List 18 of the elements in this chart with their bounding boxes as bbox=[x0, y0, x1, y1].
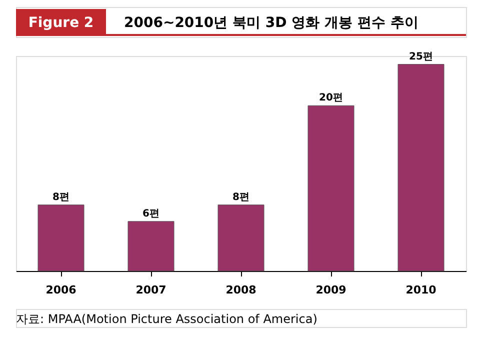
bar bbox=[308, 105, 354, 272]
x-tick-label: 2008 bbox=[226, 284, 256, 296]
x-tick-label: 2010 bbox=[406, 284, 437, 296]
x-tick-label: 2007 bbox=[136, 284, 166, 296]
bar bbox=[38, 204, 84, 272]
text: 자료: MPAA(Motion Picture Association of America) bbox=[16, 312, 318, 326]
data-label: 20편 bbox=[319, 92, 343, 104]
data-label: 6편 bbox=[142, 208, 160, 220]
data-label: 8편 bbox=[232, 192, 250, 203]
x-tick-label: 2009 bbox=[316, 284, 346, 296]
data-label: 25편 bbox=[409, 51, 433, 62]
chart-title: 2006~2010년 북미 3D 영화 개봉 편수 추이 bbox=[124, 15, 418, 31]
caption: Figure 2 bbox=[28, 15, 94, 31]
bar bbox=[398, 64, 444, 272]
x-tick-label: 2006 bbox=[46, 284, 77, 296]
bar bbox=[128, 221, 174, 272]
bar bbox=[218, 204, 264, 272]
data-label: 8편 bbox=[52, 192, 70, 203]
